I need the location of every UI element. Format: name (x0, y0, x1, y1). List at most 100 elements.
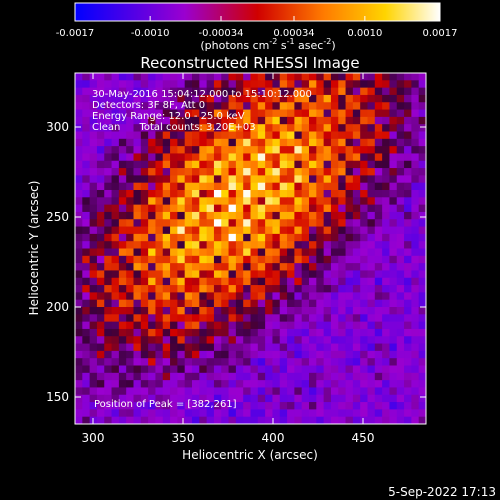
heatmap-cell (294, 219, 303, 227)
heatmap-cell (213, 343, 222, 352)
heatmap-cell (338, 299, 346, 308)
heatmap-cell (75, 343, 83, 352)
heatmap-cell (382, 87, 390, 96)
heatmap-cell (301, 321, 310, 330)
heatmap-cell (192, 233, 200, 242)
heatmap-cell (228, 358, 237, 366)
heatmap-cell (374, 365, 383, 374)
heatmap-cell (396, 168, 405, 176)
heatmap-cell (111, 87, 120, 96)
heatmap-cell (352, 226, 361, 235)
heatmap-cell (316, 241, 325, 249)
heatmap-cell (294, 116, 303, 125)
heatmap-cell (367, 204, 376, 213)
heatmap-cell (404, 175, 412, 184)
heatmap-cell (352, 190, 361, 198)
heatmap-cell (235, 109, 244, 118)
heatmap-cell (287, 402, 295, 410)
heatmap-cell (279, 131, 288, 140)
heatmap-cell (148, 285, 156, 293)
heatmap-cell (155, 270, 164, 279)
heatmap-cell (118, 416, 127, 424)
heatmap-cell (118, 314, 127, 323)
heatmap-cell (96, 270, 105, 279)
heatmap-cell (287, 160, 295, 169)
heatmap-cell (177, 226, 186, 235)
heatmap-cell (111, 182, 120, 191)
heatmap-cell (338, 190, 346, 198)
heatmap-cell (287, 124, 295, 132)
heatmap-cell (404, 109, 412, 118)
heatmap-cell (192, 336, 200, 344)
heatmap-cell (170, 365, 178, 374)
heatmap-cell (396, 160, 405, 169)
heatmap-cell (250, 263, 259, 271)
heatmap-cell (75, 277, 83, 286)
heatmap-cell (287, 372, 295, 381)
heatmap-cell (389, 241, 398, 249)
heatmap-cell (199, 109, 208, 118)
heatmap-cell (374, 131, 383, 140)
heatmap-cell (360, 204, 368, 213)
heatmap-cell (162, 168, 171, 176)
heatmap-cell (148, 124, 156, 132)
heatmap-cell (367, 124, 376, 132)
heatmap-cell (367, 299, 376, 308)
heatmap-cell (396, 241, 405, 249)
heatmap-cell (279, 350, 288, 359)
heatmap-cell (133, 197, 142, 206)
heatmap-cell (396, 211, 405, 220)
heatmap-cell (111, 233, 120, 242)
heatmap-cell (323, 131, 332, 140)
heatmap-cell (411, 270, 420, 279)
heatmap-cell (82, 365, 91, 374)
heatmap-cell (374, 87, 383, 96)
heatmap-cell (133, 182, 142, 191)
heatmap-cell (155, 168, 164, 176)
colorbar-ticks: -0.0017 -0.0010 -0.00034 0.00034 0.0010 0.001… (56, 16, 458, 39)
heatmap-cell (316, 270, 325, 279)
heatmap-cell (250, 409, 259, 418)
heatmap-cell (294, 416, 303, 424)
heatmap-cell (411, 233, 420, 242)
heatmap-cell (294, 233, 303, 242)
heatmap-cell (345, 336, 354, 344)
heatmap-cell (411, 380, 420, 388)
heatmap-cell (96, 160, 105, 169)
heatmap-cell (352, 285, 361, 293)
heatmap-cell (345, 372, 354, 381)
heatmap-cell (228, 102, 237, 110)
heatmap-cell (235, 233, 244, 242)
heatmap-cell (316, 343, 325, 352)
heatmap-cell (206, 321, 215, 330)
heatmap-cell (104, 321, 112, 330)
heatmap-cell (316, 372, 325, 381)
heatmap-cell (257, 270, 266, 279)
heatmap-cell (118, 270, 127, 279)
heatmap-cell (111, 409, 120, 418)
heatmap-cell (221, 146, 229, 154)
heatmap-cell (199, 350, 208, 359)
heatmap-cell (316, 409, 325, 418)
heatmap-cell (360, 394, 368, 403)
heatmap-cell (360, 153, 368, 162)
heatmap-cell (140, 343, 149, 352)
heatmap-cell (250, 146, 259, 154)
heatmap-cell (170, 336, 178, 344)
heatmap-cell (243, 131, 251, 140)
heatmap-cell (75, 394, 83, 403)
heatmap-cell (309, 255, 317, 264)
heatmap-cell (250, 380, 259, 388)
heatmap-cell (184, 358, 193, 366)
heatmap-cell (126, 292, 134, 301)
heatmap-cell (155, 226, 164, 235)
heatmap-cell (221, 402, 229, 410)
heatmap-cell (162, 402, 171, 410)
heatmap-cell (82, 336, 91, 344)
heatmap-cell (243, 116, 251, 125)
heatmap-cell (279, 358, 288, 366)
heatmap-cell (330, 153, 339, 162)
heatmap-cell (411, 124, 420, 132)
heatmap-cell (235, 160, 244, 169)
heatmap-cell (301, 365, 310, 374)
